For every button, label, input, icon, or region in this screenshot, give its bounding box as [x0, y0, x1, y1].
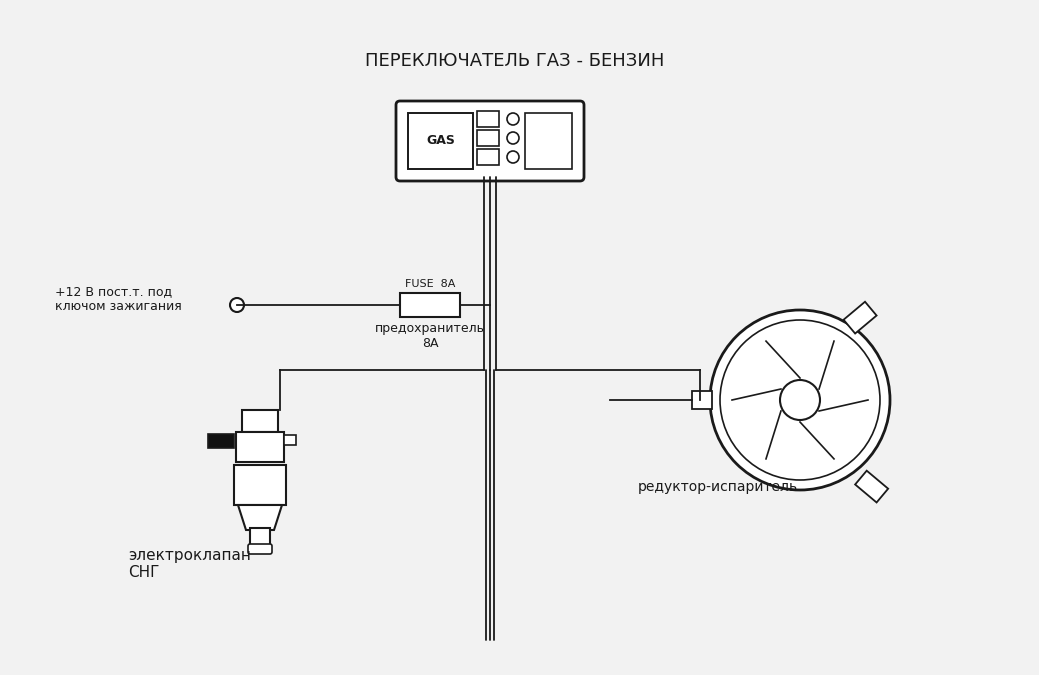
- Bar: [284, 435, 296, 445]
- Text: редуктор-испаритель: редуктор-испаритель: [638, 480, 798, 494]
- Text: ПЕРЕКЛЮЧАТЕЛЬ ГАЗ - БЕНЗИН: ПЕРЕКЛЮЧАТЕЛЬ ГАЗ - БЕНЗИН: [366, 52, 665, 70]
- Circle shape: [507, 113, 520, 125]
- Bar: [400, 293, 460, 317]
- Circle shape: [507, 151, 520, 163]
- Text: +12 В пост.т. под
ключом зажигания: +12 В пост.т. под ключом зажигания: [55, 285, 182, 313]
- Text: FUSE  8A: FUSE 8A: [405, 279, 455, 289]
- Circle shape: [230, 298, 244, 312]
- FancyBboxPatch shape: [396, 101, 584, 181]
- Bar: [242, 410, 278, 432]
- Bar: [477, 111, 499, 127]
- Text: электроклапан
СНГ: электроклапан СНГ: [128, 548, 250, 580]
- Bar: [477, 130, 499, 146]
- Bar: [525, 113, 572, 169]
- Bar: [692, 391, 712, 409]
- Bar: [236, 432, 284, 462]
- Bar: [477, 149, 499, 165]
- Bar: [234, 465, 286, 505]
- Bar: [250, 528, 270, 550]
- Bar: [855, 470, 888, 502]
- Circle shape: [780, 380, 820, 420]
- Bar: [208, 434, 234, 448]
- Bar: [844, 302, 877, 333]
- Bar: [408, 113, 473, 169]
- Polygon shape: [238, 505, 282, 530]
- Text: GAS: GAS: [426, 134, 455, 148]
- Circle shape: [710, 310, 890, 490]
- Circle shape: [507, 132, 520, 144]
- Circle shape: [720, 320, 880, 480]
- Text: предохранитель
8А: предохранитель 8А: [375, 322, 485, 350]
- FancyBboxPatch shape: [248, 544, 272, 554]
